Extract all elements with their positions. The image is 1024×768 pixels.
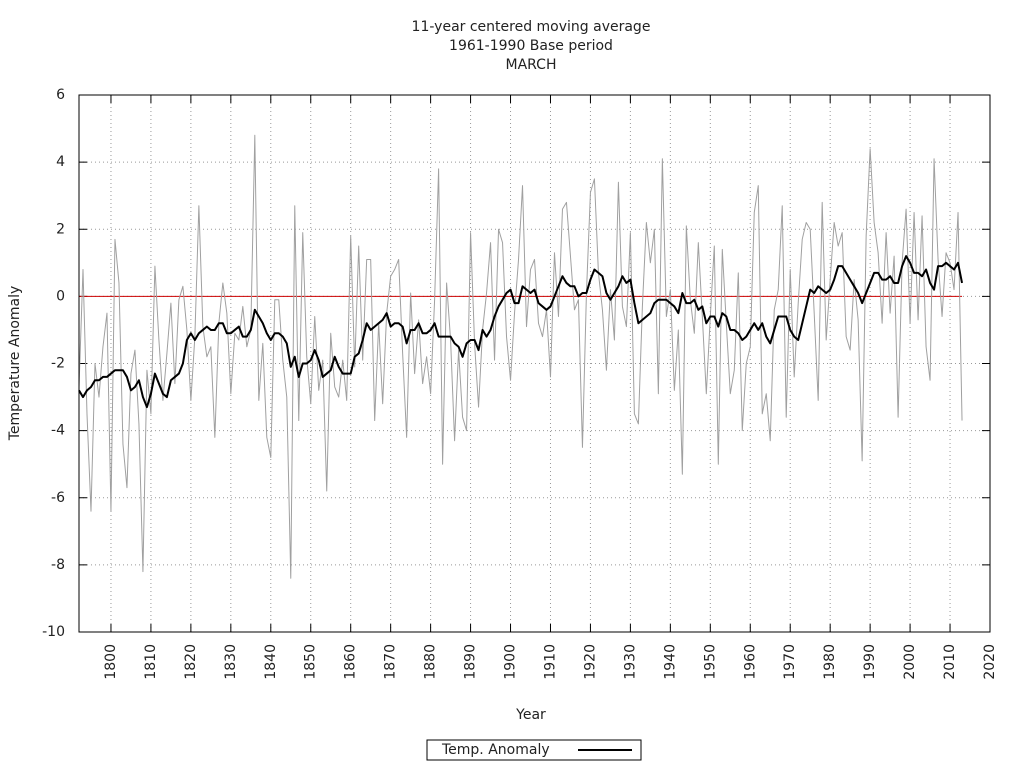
x-tick-label: 1980 bbox=[822, 644, 838, 680]
chart-title: MARCH bbox=[506, 57, 557, 73]
x-tick-label: 1850 bbox=[303, 644, 319, 680]
x-tick-label: 1820 bbox=[183, 644, 199, 680]
y-tick-label: -10 bbox=[42, 624, 65, 640]
y-tick-label: 0 bbox=[56, 288, 65, 304]
x-tick-label: 1910 bbox=[542, 644, 558, 680]
chart-title: 11-year centered moving average bbox=[412, 19, 651, 35]
x-tick-label: 1870 bbox=[383, 644, 399, 680]
y-tick-label: 6 bbox=[56, 87, 65, 103]
x-tick-label: 1960 bbox=[742, 644, 758, 680]
x-tick-label: 1930 bbox=[622, 644, 638, 680]
x-tick-label: 1880 bbox=[423, 644, 439, 680]
x-tick-label: 1840 bbox=[263, 644, 279, 680]
y-tick-label: -8 bbox=[51, 557, 65, 573]
x-tick-label: 1860 bbox=[343, 644, 359, 680]
y-tick-label: -4 bbox=[51, 423, 65, 439]
legend-label: Temp. Anomaly bbox=[441, 742, 550, 758]
data-line bbox=[78, 134, 963, 579]
chart-title: 1961-1990 Base period bbox=[449, 38, 613, 54]
x-tick-label: 1970 bbox=[782, 644, 798, 680]
data-line bbox=[78, 255, 964, 409]
x-tick-label: 2000 bbox=[902, 644, 918, 680]
y-tick-label: -2 bbox=[51, 356, 65, 372]
x-tick-label: 1900 bbox=[503, 644, 519, 680]
x-tick-label: 1940 bbox=[662, 644, 678, 680]
y-tick-label: -6 bbox=[51, 490, 65, 506]
x-tick-label: 1810 bbox=[143, 644, 159, 680]
plot-border bbox=[78, 94, 991, 633]
x-tick-label: 1890 bbox=[463, 644, 479, 680]
x-tick-label: 1950 bbox=[702, 644, 718, 680]
y-tick-label: 2 bbox=[56, 221, 65, 237]
x-tick-label: 2010 bbox=[942, 644, 958, 680]
x-axis-label: Year bbox=[515, 707, 546, 723]
x-tick-label: 2020 bbox=[982, 644, 998, 680]
x-tick-label: 1990 bbox=[862, 644, 878, 680]
legend-box bbox=[426, 739, 642, 761]
y-tick-label: 4 bbox=[56, 154, 65, 170]
x-tick-label: 1920 bbox=[582, 644, 598, 680]
y-axis-label: Temperature Anomaly bbox=[7, 286, 23, 442]
x-tick-label: 1800 bbox=[103, 644, 119, 680]
x-tick-label: 1830 bbox=[223, 644, 239, 680]
